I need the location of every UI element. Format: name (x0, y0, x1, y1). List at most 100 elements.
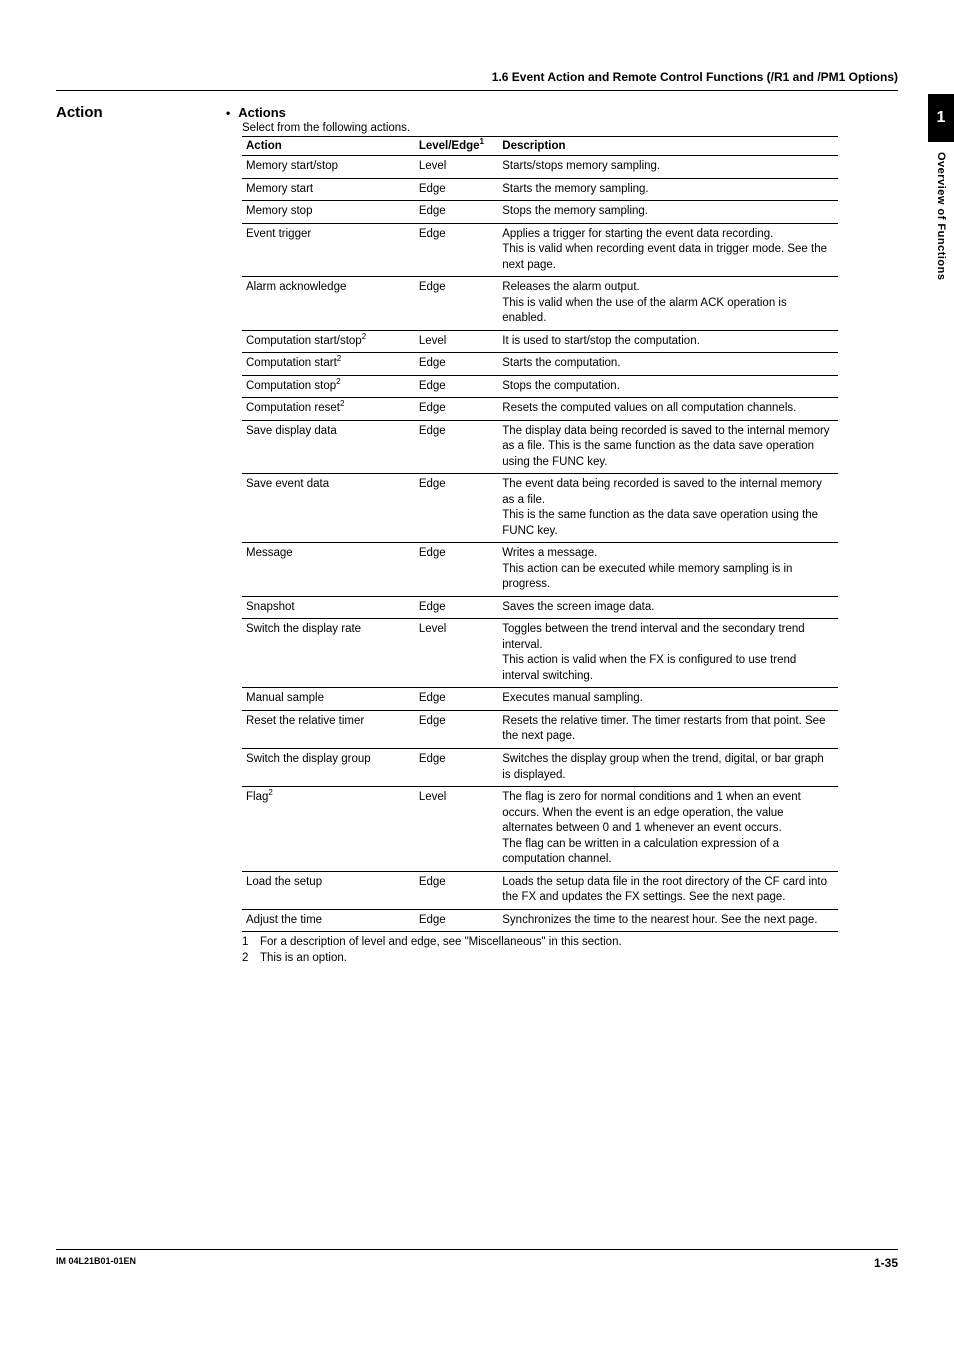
cell-level: Edge (415, 871, 498, 909)
cell-level: Level (415, 787, 498, 872)
cell-description: Loads the setup data file in the root di… (498, 871, 838, 909)
cell-level: Level (415, 330, 498, 353)
cell-level: Edge (415, 474, 498, 543)
cell-level: Edge (415, 398, 498, 421)
footnote-number: 2 (242, 950, 260, 966)
cell-description: Applies a trigger for starting the event… (498, 223, 838, 277)
table-row: Computation reset2EdgeResets the compute… (242, 398, 838, 421)
action-sup: 2 (340, 399, 344, 408)
cell-action: Snapshot (242, 596, 415, 619)
table-row: Memory startEdgeStarts the memory sampli… (242, 178, 838, 201)
cell-level: Level (415, 619, 498, 688)
cell-level: Edge (415, 688, 498, 711)
page-footer: IM 04L21B01-01EN 1-35 (56, 1249, 898, 1270)
cell-action: Computation start2 (242, 353, 415, 376)
table-row: Alarm acknowledgeEdgeReleases the alarm … (242, 277, 838, 331)
table-row: Switch the display rateLevelToggles betw… (242, 619, 838, 688)
main-content: • Actions Select from the following acti… (226, 105, 838, 966)
cell-level: Edge (415, 543, 498, 597)
action-sup: 2 (362, 332, 366, 341)
cell-level: Level (415, 156, 498, 179)
header-rule: 1.6 Event Action and Remote Control Func… (56, 68, 898, 91)
cell-level: Edge (415, 596, 498, 619)
table-row: Switch the display groupEdgeSwitches the… (242, 748, 838, 786)
col-header-action: Action (242, 137, 415, 156)
cell-level: Edge (415, 375, 498, 398)
cell-description: Switches the display group when the tren… (498, 748, 838, 786)
cell-description: Resets the computed values on all comput… (498, 398, 838, 421)
table-row: Computation start2EdgeStarts the computa… (242, 353, 838, 376)
cell-description: The display data being recorded is saved… (498, 420, 838, 474)
cell-action: Save event data (242, 474, 415, 543)
table-row: Memory start/stopLevelStarts/stops memor… (242, 156, 838, 179)
cell-action: Event trigger (242, 223, 415, 277)
cell-action: Save display data (242, 420, 415, 474)
action-sup: 2 (337, 354, 341, 363)
cell-description: Toggles between the trend interval and t… (498, 619, 838, 688)
cell-level: Edge (415, 201, 498, 224)
table-row: Save event dataEdgeThe event data being … (242, 474, 838, 543)
col-header-level-edge: Level/Edge1 (415, 137, 498, 156)
col-header-description: Description (498, 137, 838, 156)
cell-description: It is used to start/stop the computation… (498, 330, 838, 353)
cell-action: Memory start (242, 178, 415, 201)
cell-description: Starts the computation. (498, 353, 838, 376)
cell-action: Switch the display rate (242, 619, 415, 688)
cell-description: Synchronizes the time to the nearest hou… (498, 909, 838, 932)
intro-text: Select from the following actions. (242, 122, 838, 134)
table-row: Computation start/stop2LevelIt is used t… (242, 330, 838, 353)
page: 1.6 Event Action and Remote Control Func… (0, 0, 954, 1300)
footnote: 1For a description of level and edge, se… (242, 934, 838, 950)
table-row: Reset the relative timerEdgeResets the r… (242, 710, 838, 748)
chapter-tab: 1 Overview of Functions (928, 94, 954, 280)
col-header-level-sup: 1 (480, 137, 484, 146)
cell-action: Load the setup (242, 871, 415, 909)
footnote-text: This is an option. (260, 950, 347, 966)
cell-description: Starts the memory sampling. (498, 178, 838, 201)
cell-action: Memory start/stop (242, 156, 415, 179)
table-row: Adjust the timeEdgeSynchronizes the time… (242, 909, 838, 932)
cell-action: Manual sample (242, 688, 415, 711)
bullet-heading: • Actions (226, 105, 838, 120)
cell-action: Computation start/stop2 (242, 330, 415, 353)
cell-description: Stops the memory sampling. (498, 201, 838, 224)
cell-description: The flag is zero for normal conditions a… (498, 787, 838, 872)
table-row: Computation stop2EdgeStops the computati… (242, 375, 838, 398)
cell-action: Alarm acknowledge (242, 277, 415, 331)
table-row: Save display dataEdgeThe display data be… (242, 420, 838, 474)
footer-page-number: 1-35 (874, 1256, 898, 1270)
table-row: Load the setupEdgeLoads the setup data f… (242, 871, 838, 909)
cell-description: Executes manual sampling. (498, 688, 838, 711)
cell-description: Stops the computation. (498, 375, 838, 398)
cell-action: Adjust the time (242, 909, 415, 932)
cell-action: Computation stop2 (242, 375, 415, 398)
cell-description: Resets the relative timer. The timer res… (498, 710, 838, 748)
cell-level: Edge (415, 748, 498, 786)
cell-action: Message (242, 543, 415, 597)
header-section-title: 1.6 Event Action and Remote Control Func… (492, 70, 898, 84)
cell-level: Edge (415, 353, 498, 376)
table-row: Manual sampleEdgeExecutes manual samplin… (242, 688, 838, 711)
side-heading-action: Action (56, 104, 103, 121)
cell-action: Computation reset2 (242, 398, 415, 421)
footnote-number: 1 (242, 934, 260, 950)
table-row: Flag2LevelThe flag is zero for normal co… (242, 787, 838, 872)
cell-level: Edge (415, 223, 498, 277)
table-header-row: Action Level/Edge1 Description (242, 137, 838, 156)
cell-description: Releases the alarm output.This is valid … (498, 277, 838, 331)
cell-description: Writes a message.This action can be exec… (498, 543, 838, 597)
table-row: Event triggerEdgeApplies a trigger for s… (242, 223, 838, 277)
col-header-level-text: Level/Edge (419, 140, 480, 152)
bullet-dot: • (226, 106, 230, 120)
table-row: SnapshotEdgeSaves the screen image data. (242, 596, 838, 619)
cell-level: Edge (415, 277, 498, 331)
actions-table: Action Level/Edge1 Description Memory st… (242, 136, 838, 932)
cell-description: Starts/stops memory sampling. (498, 156, 838, 179)
footnote-text: For a description of level and edge, see… (260, 934, 622, 950)
table-row: Memory stopEdgeStops the memory sampling… (242, 201, 838, 224)
action-sup: 2 (268, 788, 272, 797)
bullet-title: Actions (238, 105, 286, 120)
cell-action: Reset the relative timer (242, 710, 415, 748)
table-row: MessageEdgeWrites a message.This action … (242, 543, 838, 597)
chapter-tab-text: Overview of Functions (935, 152, 947, 280)
